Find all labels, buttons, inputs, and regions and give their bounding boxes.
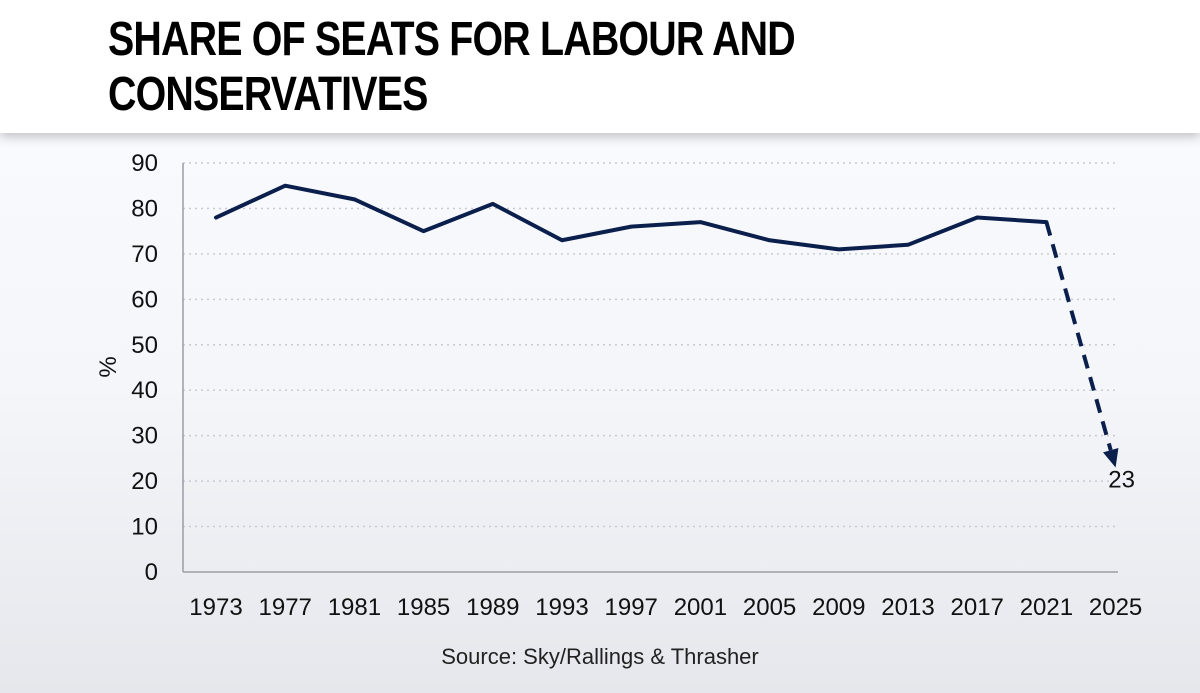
y-tick-label: 80 — [131, 195, 158, 222]
y-tick-label: 90 — [131, 150, 158, 177]
projection-arrowhead — [1103, 447, 1119, 468]
y-tick-label: 40 — [131, 377, 158, 404]
x-tick-label: 2005 — [743, 594, 796, 621]
y-tick-label: 70 — [131, 241, 158, 268]
x-tick-label: 1993 — [535, 594, 588, 621]
y-axis-ticks: 0 10 20 30 40 50 60 70 80 90 — [131, 150, 158, 586]
x-tick-label: 2001 — [674, 594, 727, 621]
series-line-share-of-seats — [214, 183, 1049, 252]
x-tick-label: 2025 — [1089, 594, 1142, 621]
chart-title: SHARE OF SEATS FOR LABOUR AND CONSERVATI… — [108, 12, 796, 121]
y-tick-label: 60 — [131, 286, 158, 313]
data-labels: 23 — [1108, 466, 1135, 493]
header-bar: SHARE OF SEATS FOR LABOUR AND CONSERVATI… — [0, 0, 1200, 133]
y-tick-label: 30 — [131, 423, 158, 450]
y-tick-label: 10 — [131, 514, 158, 541]
x-tick-label: 2017 — [951, 594, 1004, 621]
x-tick-label: 2013 — [881, 594, 934, 621]
y-tick-label: 0 — [145, 559, 158, 586]
x-tick-label: 1985 — [397, 594, 450, 621]
y-tick-label: 20 — [131, 468, 158, 495]
x-tick-label: 1977 — [259, 594, 312, 621]
x-tick-label: 1997 — [605, 594, 658, 621]
x-tick-label: 1989 — [466, 594, 519, 621]
x-tick-label: 1973 — [189, 594, 242, 621]
series-line-projection — [1044, 221, 1113, 451]
source-note: Source: Sky/Rallings & Thrasher — [441, 644, 759, 669]
axes — [182, 163, 1118, 573]
y-tick-label: 50 — [131, 332, 158, 359]
x-axis-ticks: 1973 1977 1981 1985 1989 1993 1997 2001 2005 2009… — [189, 594, 1142, 621]
x-tick-label: 2021 — [1020, 594, 1073, 621]
y-axis-label: % — [95, 356, 122, 377]
data-label-2025: 23 — [1108, 466, 1135, 493]
x-tick-label: 2009 — [812, 594, 865, 621]
x-tick-label: 1981 — [328, 594, 381, 621]
series — [214, 183, 1119, 468]
